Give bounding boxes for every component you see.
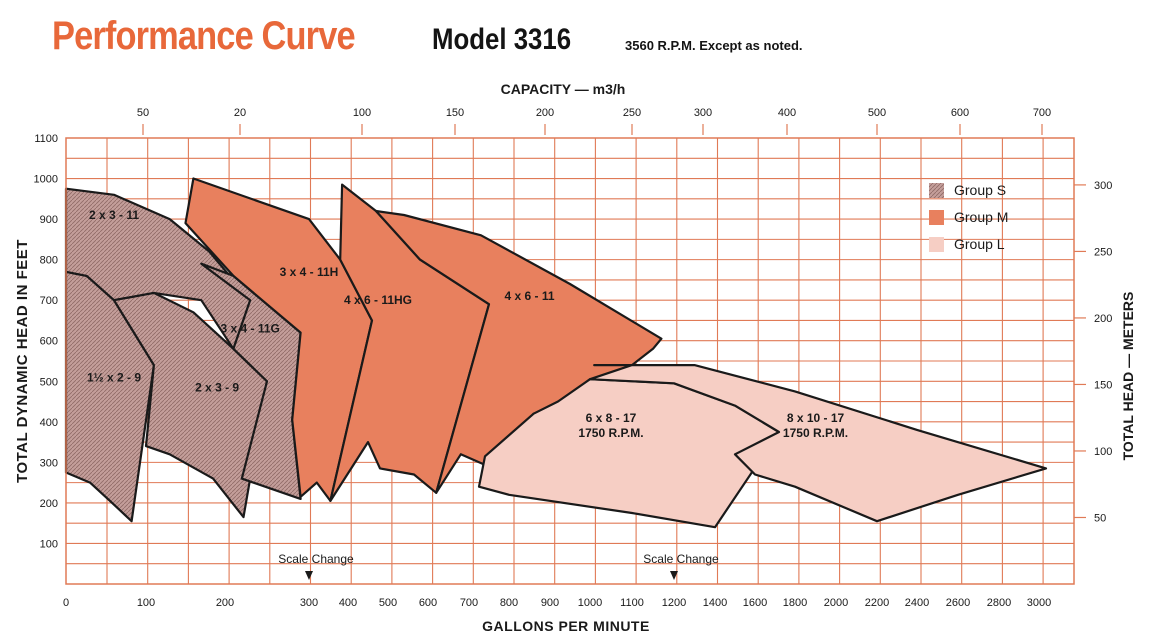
y2-tick-label: 200	[1094, 313, 1112, 325]
x2-tick-label: 20	[234, 107, 246, 119]
y2-tick-label: 50	[1094, 512, 1106, 524]
y-tick-label: 1100	[34, 133, 58, 145]
x-tick-label: 1600	[743, 597, 767, 609]
x-tick-label: 1100	[620, 597, 644, 609]
region-label: 1½ x 2 - 9	[87, 370, 141, 384]
x-tick-label: 1200	[662, 597, 686, 609]
x-tick-label: 200	[216, 597, 234, 609]
scale-change-arrow	[670, 571, 678, 580]
region-label: 3 x 4 - 11H	[280, 265, 339, 279]
scale-change-label: Scale Change	[278, 552, 354, 566]
pump-region	[112, 291, 269, 519]
x-tick-label: 1000	[578, 597, 602, 609]
y-tick-label: 700	[40, 295, 58, 307]
x2-tick-label: 700	[1033, 107, 1051, 119]
x-tick-label: 3000	[1027, 597, 1051, 609]
y-tick-label: 900	[40, 214, 58, 226]
x2-tick-label: 250	[623, 107, 641, 119]
region-label: 2 x 3 - 11	[89, 208, 139, 222]
x-tick-label: 100	[137, 597, 155, 609]
x2-tick-label: 500	[868, 107, 886, 119]
y-tick-label: 600	[40, 336, 58, 348]
x2-tick-label: 50	[137, 107, 149, 119]
y-tick-label: 1000	[34, 174, 58, 186]
x-tick-label: 2000	[824, 597, 848, 609]
scale-change-arrow	[305, 571, 313, 580]
model-name: Model 3316	[432, 23, 572, 56]
x-tick-label: 600	[419, 597, 437, 609]
region-label: 4 x 6 - 11	[504, 289, 554, 303]
legend: Group S Group M Group L	[929, 182, 1008, 252]
y2-tick-label: 300	[1094, 180, 1112, 192]
region-label-speed: 1750 R.P.M.	[783, 426, 848, 440]
pump-region	[588, 364, 1048, 523]
x2-tick-label: 300	[694, 107, 712, 119]
x-tick-label: 0	[63, 597, 69, 609]
pump-region-labels: 1½ x 2 - 9 2 x 3 - 11 2 x 3 - 9 3 x 4 - 11G…	[87, 208, 848, 440]
speed-note: 3560 R.P.M. Except as noted.	[625, 38, 803, 53]
x-tick-label: 2800	[987, 597, 1011, 609]
x-tick-label: 2400	[905, 597, 929, 609]
pump-region	[64, 187, 252, 350]
scale-change-label: Scale Change	[643, 552, 719, 566]
region-label: 6 x 8 - 17	[586, 411, 637, 425]
y-tick-label: 300	[40, 457, 58, 469]
x2-tick-label: 150	[446, 107, 464, 119]
legend-swatch	[929, 210, 944, 225]
legend-label: Group L	[954, 236, 1005, 252]
x2-tick-label: 100	[353, 107, 371, 119]
plot-frame	[65, 137, 1075, 585]
x-tick-label: 300	[300, 597, 318, 609]
region-label: 4 x 6 - 11HG	[344, 293, 412, 307]
legend-swatch	[929, 237, 944, 252]
y-axis-label: TOTAL DYNAMIC HEAD IN FEET	[14, 239, 31, 483]
x2-axis-label: CAPACITY — m3/h	[501, 81, 626, 97]
chart-title: Performance Curve	[52, 14, 356, 58]
axes: 0 100 200 300 400 500 600 700 800 900 1000 1100 1200…	[14, 81, 1136, 634]
region-label: 8 x 10 - 17	[787, 411, 845, 425]
x2-tick-label: 400	[778, 107, 796, 119]
x-tick-label: 1800	[783, 597, 807, 609]
y-tick-label: 500	[40, 376, 58, 388]
y-tick-label: 400	[40, 417, 58, 429]
scale-change-markers: Scale Change Scale Change	[278, 552, 719, 580]
legend-label: Group S	[954, 182, 1006, 198]
region-label: 3 x 4 - 11G	[221, 322, 280, 336]
x-tick-label: 800	[500, 597, 518, 609]
region-label: 2 x 3 - 9	[195, 380, 239, 394]
pump-regions	[64, 177, 1048, 529]
y2-tick-label: 250	[1094, 246, 1112, 258]
chart-header: Performance Curve Model 3316 3560 R.P.M.…	[52, 14, 803, 59]
x2-tick-label: 600	[951, 107, 969, 119]
x-tick-label: 2600	[946, 597, 970, 609]
y-tick-label: 200	[40, 498, 58, 510]
x-tick-label: 1400	[703, 597, 727, 609]
y2-tick-label: 150	[1094, 379, 1112, 391]
y2-axis-label: TOTAL HEAD — METERS	[1120, 292, 1136, 461]
x-tick-label: 2200	[865, 597, 889, 609]
x-tick-label: 500	[379, 597, 397, 609]
pump-region	[184, 177, 374, 502]
y2-tick-label: 100	[1094, 446, 1112, 458]
x-axis-label: GALLONS PER MINUTE	[482, 618, 650, 634]
legend-swatch	[929, 183, 944, 198]
x-tick-label: 400	[339, 597, 357, 609]
x-tick-label: 700	[460, 597, 478, 609]
legend-label: Group M	[954, 209, 1008, 225]
y-tick-label: 100	[40, 538, 58, 550]
x2-tick-label: 200	[536, 107, 554, 119]
region-label-speed: 1750 R.P.M.	[578, 426, 643, 440]
y-tick-label: 800	[40, 255, 58, 267]
x-tick-label: 900	[541, 597, 559, 609]
